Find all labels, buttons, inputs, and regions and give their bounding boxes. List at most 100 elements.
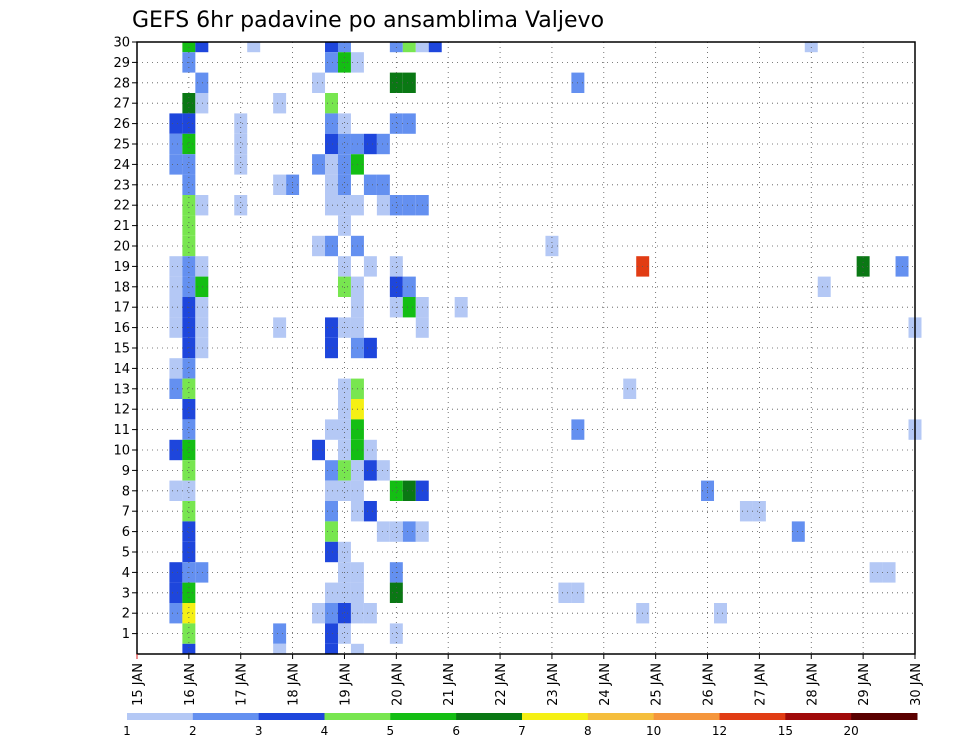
precip-cell	[195, 562, 209, 583]
precip-cell	[363, 460, 377, 481]
precip-cell	[714, 603, 727, 624]
y-tick-label: 21	[113, 219, 130, 234]
colorbar-swatch	[192, 713, 260, 720]
x-tick-label: 27 JAN	[753, 663, 768, 706]
x-tick-label: 20 JAN	[390, 663, 405, 706]
precip-cell	[234, 133, 248, 155]
colorbar-label: 15	[778, 724, 793, 738]
precip-cell	[182, 623, 196, 644]
precip-cell	[273, 317, 287, 338]
y-tick-label: 16	[113, 321, 130, 336]
precip-cell	[337, 133, 351, 155]
y-tick-label: 17	[113, 301, 130, 316]
precip-cell	[273, 643, 287, 654]
y-tick-label: 15	[113, 342, 130, 357]
y-tick-label: 23	[113, 178, 130, 193]
y-tick-label: 27	[113, 97, 130, 112]
colorbar-label: 5	[387, 724, 395, 738]
precip-cell	[558, 582, 572, 603]
x-tick-label: 19 JAN	[338, 663, 353, 706]
y-tick-label: 20	[113, 240, 130, 255]
precip-cell	[273, 93, 287, 114]
precip-cell	[389, 113, 403, 134]
x-tick-label: 21 JAN	[442, 663, 457, 706]
precip-cell	[312, 603, 326, 624]
colorbar-swatch	[522, 713, 589, 720]
precip-cell	[363, 603, 377, 624]
precip-cell	[325, 133, 338, 155]
x-tick-label: 22 JAN	[494, 663, 509, 706]
precip-cell	[195, 317, 209, 338]
precip-cell	[169, 439, 183, 461]
precip-cell	[325, 195, 338, 216]
precip-cell	[169, 603, 183, 624]
precip-cell	[234, 195, 248, 216]
x-tick-label: 18 JAN	[287, 663, 302, 706]
y-tick-label: 14	[113, 362, 130, 377]
colorbar-label: 7	[518, 724, 526, 738]
colorbar-label: 12	[712, 724, 727, 738]
y-tick-label: 3	[122, 586, 130, 601]
precip-cell	[325, 235, 338, 257]
precip-cell	[389, 623, 403, 644]
precip-cell	[234, 154, 248, 175]
precip-cell	[752, 501, 766, 522]
precip-cell	[182, 643, 196, 654]
precip-cell	[376, 133, 390, 155]
precip-cell	[195, 276, 209, 297]
precip-cell	[312, 439, 326, 461]
precip-cell	[363, 501, 377, 522]
precip-cell	[376, 174, 390, 195]
precip-cell	[337, 113, 351, 134]
colorbar-swatch	[258, 713, 325, 720]
precip-cell	[325, 113, 338, 134]
precip-cell	[182, 133, 196, 155]
x-tick-label: 15 JAN	[131, 663, 146, 706]
colorbar: 1 2 3 4 5 6 7 8 10 12 15 20	[123, 713, 918, 738]
x-tick-label: 16 JAN	[183, 663, 198, 706]
colorbar-label: 1	[123, 724, 131, 738]
precip-cell	[169, 358, 183, 379]
precip-cell	[182, 174, 196, 195]
precip-cell	[182, 215, 196, 236]
precip-cell	[389, 276, 403, 297]
precip-cell	[169, 154, 183, 175]
precip-cell	[337, 623, 351, 644]
x-tick-label: 29 JAN	[857, 663, 872, 706]
precip-cell	[545, 235, 559, 257]
y-tick-label: 6	[122, 525, 130, 540]
y-tick-label: 19	[113, 260, 130, 275]
precipitation-cells	[169, 42, 922, 654]
plot-frame	[136, 41, 916, 655]
precip-cell	[182, 480, 196, 501]
precip-cell	[337, 378, 351, 399]
precip-cell	[195, 42, 209, 53]
precip-cell	[182, 93, 196, 114]
precip-cell	[234, 113, 248, 134]
precip-cell	[182, 378, 196, 399]
chart-title: GEFS 6hr padavine po ansamblima Valjevo	[132, 8, 604, 33]
precip-cell	[182, 501, 196, 522]
precip-cell	[402, 480, 416, 501]
y-tick-label: 1	[122, 627, 130, 642]
precip-cell	[363, 174, 377, 195]
colorbar-swatch	[127, 713, 194, 720]
precip-cell	[312, 235, 326, 257]
precip-cell	[350, 643, 364, 654]
y-tick-label: 13	[113, 382, 130, 397]
colorbar-label: 4	[321, 724, 329, 738]
precip-cell	[389, 480, 403, 501]
precip-cell	[363, 337, 377, 359]
precip-cell	[312, 154, 326, 175]
precip-cell	[337, 399, 351, 420]
colorbar-swatch	[653, 713, 720, 720]
precip-cell	[325, 521, 338, 542]
colorbar-swatch	[324, 713, 391, 720]
x-tick-label: 30 JAN	[909, 663, 924, 706]
precip-cell	[182, 419, 196, 440]
precip-cell	[325, 501, 338, 522]
precip-cell	[325, 174, 338, 195]
x-tick-label: 25 JAN	[650, 663, 665, 706]
x-tick-label: 28 JAN	[805, 663, 820, 706]
precip-cell	[363, 133, 377, 155]
